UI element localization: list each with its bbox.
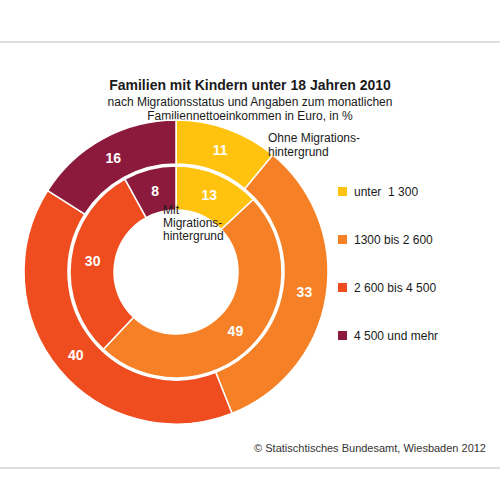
text-line: hintergrund bbox=[163, 229, 224, 243]
text-line: Mit bbox=[163, 203, 180, 217]
legend-label: 1300 bis 2 600 bbox=[354, 233, 433, 247]
data-labels: 11 33 40 16 13 49 30 8 bbox=[68, 142, 312, 363]
chart-container: Familien mit Kindern unter 18 Jahren 201… bbox=[0, 0, 500, 500]
legend-swatch bbox=[338, 283, 347, 292]
data-label: 16 bbox=[106, 150, 122, 166]
data-label: 30 bbox=[85, 253, 101, 269]
legend-label: unter 1 300 bbox=[354, 185, 418, 199]
text-line: Migrations- bbox=[163, 216, 222, 230]
legend-swatch bbox=[338, 331, 347, 340]
data-label: 49 bbox=[228, 323, 244, 339]
data-label: 33 bbox=[297, 284, 313, 300]
donut-slice bbox=[70, 179, 146, 349]
legend-swatch bbox=[338, 235, 347, 244]
legend-label: 2 600 bis 4 500 bbox=[354, 281, 436, 295]
legend-label: 4 500 und mehr bbox=[354, 329, 438, 343]
data-label: 40 bbox=[68, 347, 84, 363]
series-label: MitMigrations-hintergrund bbox=[163, 203, 224, 243]
legend-swatch bbox=[338, 187, 347, 196]
title: Familien mit Kindern unter 18 Jahren 201… bbox=[109, 77, 391, 93]
data-label: 13 bbox=[202, 187, 218, 203]
frame-line bbox=[0, 468, 500, 469]
frame-line bbox=[0, 42, 500, 43]
legend: unter 1 300 1300 bis 2 600 2 600 bis 4 500… bbox=[338, 185, 438, 343]
data-label: 11 bbox=[213, 142, 228, 158]
series-label: Ohne Migrations-hintergrund bbox=[268, 131, 360, 159]
text-line: nach Migrationsstatus und Angaben zum mo… bbox=[108, 95, 393, 109]
text-line: Ohne Migrations- bbox=[268, 131, 360, 145]
source: © Statischtisches Bundesamt, Wiesbaden 2… bbox=[254, 442, 486, 454]
slices bbox=[24, 120, 328, 424]
text-line: hintergrund bbox=[268, 145, 329, 159]
data-label: 8 bbox=[151, 183, 159, 199]
subtitle: nach Migrationsstatus und Angaben zum mo… bbox=[108, 95, 393, 123]
chart-svg: Familien mit Kindern unter 18 Jahren 201… bbox=[0, 0, 500, 500]
